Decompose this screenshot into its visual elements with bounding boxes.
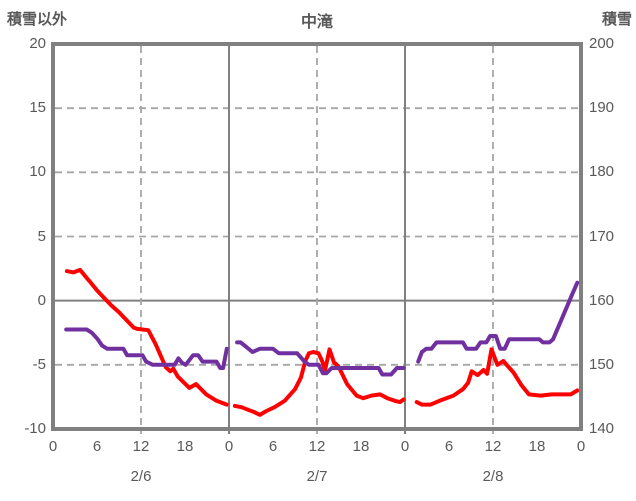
left-axis-tick: -5 <box>32 355 46 373</box>
left-axis-tick: 15 <box>29 99 46 117</box>
right-axis-tick: 190 <box>589 99 615 117</box>
x-axis-date: 2/7 <box>306 468 328 485</box>
right-axis-tick: 200 <box>589 35 615 52</box>
right-axis-title: 積雪 <box>601 11 632 28</box>
x-axis-tick: 0 <box>48 438 58 455</box>
x-axis-date: 2/6 <box>130 468 152 485</box>
chart-title: 中滝 <box>300 14 333 31</box>
right-axis-tick: 150 <box>589 355 615 373</box>
x-axis-tick: 18 <box>528 438 546 455</box>
left-axis-tick: 0 <box>37 291 46 309</box>
x-axis-tick: 12 <box>484 438 502 455</box>
right-axis-tick: 180 <box>589 163 615 181</box>
right-axis-tick: 140 <box>589 420 615 437</box>
temperature-line <box>232 347 406 417</box>
x-axis-tick: 6 <box>92 438 102 455</box>
snow-depth-line <box>416 280 580 364</box>
x-axis-tick: 0 <box>224 438 234 455</box>
x-axis-tick: 18 <box>176 438 194 455</box>
left-axis-tick: 20 <box>29 35 46 52</box>
temperature-line <box>414 347 580 407</box>
x-axis-tick: 6 <box>268 438 278 455</box>
left-axis-tick: 10 <box>29 163 46 181</box>
x-axis-tick: 0 <box>576 438 586 455</box>
x-axis-tick: 12 <box>132 438 150 455</box>
snow-depth-line <box>64 327 229 370</box>
temperature-line <box>64 267 229 407</box>
plot-border <box>51 42 583 431</box>
x-axis-tick: 12 <box>308 438 326 455</box>
x-axis-date: 2/8 <box>482 468 504 485</box>
left-axis-title: 積雪以外 <box>7 11 68 28</box>
left-axis-tick: -10 <box>24 420 46 437</box>
x-axis-tick: 18 <box>352 438 370 455</box>
right-axis-tick: 160 <box>589 291 615 309</box>
x-axis-tick: 0 <box>400 438 410 455</box>
snow-depth-line <box>235 340 406 377</box>
right-axis-tick: 170 <box>589 227 615 245</box>
left-axis-tick: 5 <box>37 227 46 245</box>
x-axis-tick: 6 <box>444 438 454 455</box>
